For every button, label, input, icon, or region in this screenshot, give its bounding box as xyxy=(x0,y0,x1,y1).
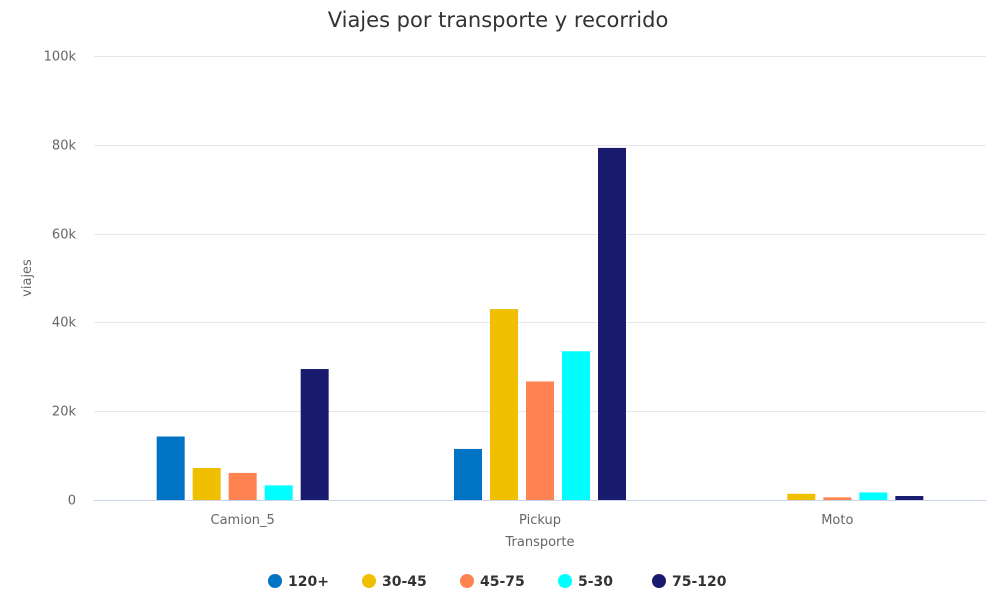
x-tick-label: Pickup xyxy=(519,513,561,528)
y-tick-label: 80k xyxy=(52,139,77,154)
legend-symbol xyxy=(268,574,282,588)
bar-120+-Camion_5[interactable] xyxy=(156,436,185,500)
legend-item-45-75[interactable]: 45-75 xyxy=(460,574,525,590)
y-tick-label: 40k xyxy=(52,316,77,331)
bar-30-45-Moto[interactable] xyxy=(787,493,816,500)
legend-label: 120+ xyxy=(288,574,329,590)
legend-symbol xyxy=(460,574,474,588)
y-tick-label: 60k xyxy=(52,228,77,243)
bar-75-120-Pickup[interactable] xyxy=(598,147,626,500)
legend-symbol xyxy=(652,574,666,588)
legend-symbol xyxy=(362,574,376,588)
x-tick-label: Camion_5 xyxy=(211,513,275,528)
legend-label: 5-30 xyxy=(578,574,613,590)
bar-75-120-Camion_5[interactable] xyxy=(300,369,329,500)
bars xyxy=(156,147,924,500)
y-tick-label: 0 xyxy=(68,494,76,509)
chart-title: Viajes por transporte y recorrido xyxy=(328,8,669,32)
legend-item-75-120[interactable]: 75-120 xyxy=(652,574,727,590)
bar-5-30-Pickup[interactable] xyxy=(562,351,590,500)
y-axis-title: viajes xyxy=(20,259,35,297)
legend-item-30-45[interactable]: 30-45 xyxy=(362,574,427,590)
bar-30-45-Pickup[interactable] xyxy=(490,309,518,500)
legend-label: 45-75 xyxy=(480,574,525,590)
bar-45-75-Pickup[interactable] xyxy=(526,381,554,500)
bar-75-120-Moto[interactable] xyxy=(895,496,924,500)
bar-45-75-Camion_5[interactable] xyxy=(228,472,257,500)
legend-symbol xyxy=(558,574,572,588)
legend-label: 75-120 xyxy=(672,574,727,590)
bar-5-30-Camion_5[interactable] xyxy=(264,485,293,500)
y-tick-label: 20k xyxy=(52,405,77,420)
x-axis-title: Transporte xyxy=(505,535,575,550)
legend-item-5-30[interactable]: 5-30 xyxy=(558,574,613,590)
y-tick-label: 100k xyxy=(44,50,77,65)
x-tick-label: Moto xyxy=(821,513,853,528)
bar-120+-Pickup[interactable] xyxy=(454,448,482,500)
bar-5-30-Moto[interactable] xyxy=(859,492,888,500)
legend: 120+ 30-45 45-75 5-30 75-120 xyxy=(268,574,727,590)
bar-30-45-Camion_5[interactable] xyxy=(192,468,221,500)
bar-45-75-Moto[interactable] xyxy=(823,497,852,500)
gridlines xyxy=(94,56,986,412)
x-axis-ticks: Camion_5 Pickup Moto xyxy=(211,513,854,528)
y-axis-ticks: 0 20k 40k 60k 80k 100k xyxy=(44,50,77,509)
legend-item-120+[interactable]: 120+ xyxy=(268,574,329,590)
legend-label: 30-45 xyxy=(382,574,427,590)
